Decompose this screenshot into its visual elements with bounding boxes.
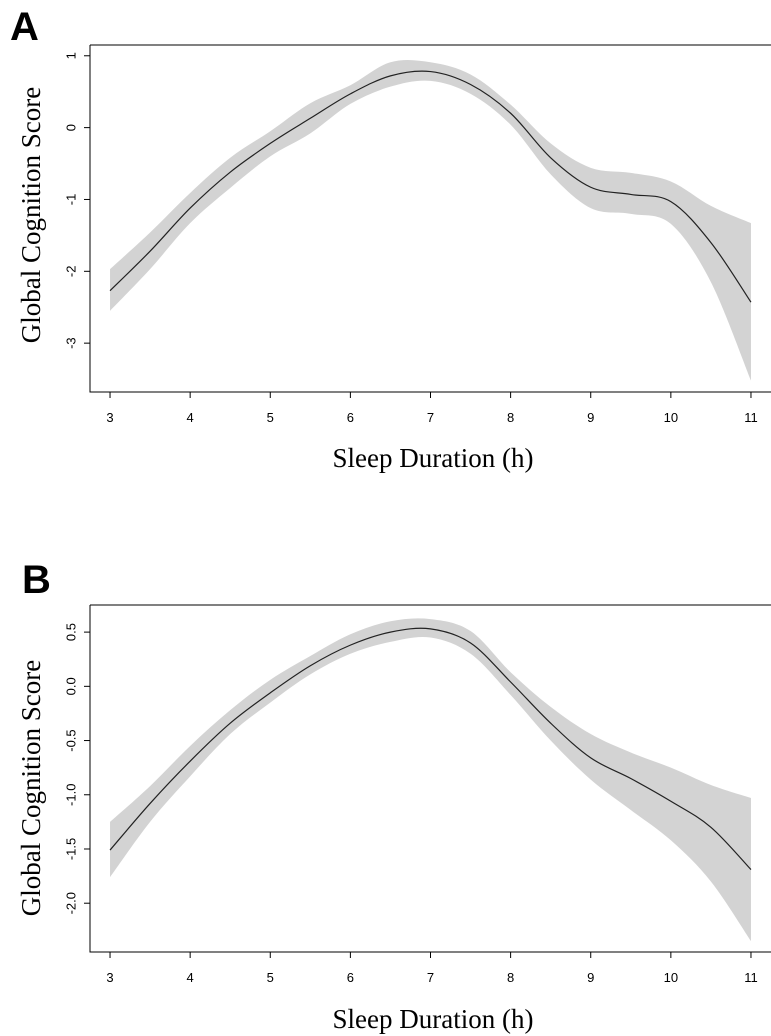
panel-b-y-tick-label: -2.0 [64, 892, 79, 914]
panel-b-x-tick-label: 7 [427, 970, 434, 985]
panel-a-x-tick-label: 11 [744, 410, 758, 425]
panel-a-y-axis: -3 -2 -1 0 1 [64, 52, 91, 349]
panel-a-x-tick-label: 6 [347, 410, 354, 425]
panel-b-x-tick-label: 4 [187, 970, 194, 985]
panel-b-confidence-band [110, 618, 751, 942]
panel-a-y-tick-label: -1 [64, 194, 79, 206]
panel-a-y-tick-label: 0 [64, 124, 79, 131]
panel-a-line-group [109, 70, 752, 303]
panel-b-x-tick-label: 8 [507, 970, 514, 985]
panel-b-x-tick-label: 6 [347, 970, 354, 985]
panel-b-y-axis-title: Global Cognition Score [16, 660, 46, 916]
panel-a-letter: A [10, 5, 39, 49]
panel-b-x-tick-label: 3 [106, 970, 113, 985]
panel-b-x-tick-label: 5 [267, 970, 274, 985]
panel-b-band-group [110, 618, 751, 942]
panel-a-y-ticks: -3 -2 -1 0 1 [64, 52, 90, 349]
panel-b-y-tick-label: 0.0 [64, 677, 79, 695]
panel-a-x-tick-label: 10 [664, 410, 678, 425]
panel-a-x-tick-label: 7 [427, 410, 434, 425]
panel-a-y-tick-label: -2 [64, 266, 79, 278]
panel-a-x-tick-label: 8 [507, 410, 514, 425]
panel-a-x-ticks: 3 4 5 6 7 8 9 10 11 [106, 392, 758, 425]
panel-a-confidence-band [110, 59, 751, 381]
panel-b-x-tick-label: 11 [744, 970, 758, 985]
panel-b-y-tick-label: 0.5 [64, 623, 79, 641]
panel-a-band-group [110, 59, 751, 381]
panel-a-y-tick-label: 1 [64, 52, 79, 59]
panel-b-line-group [109, 627, 752, 871]
panel-b-y-ticks: -2.0 -1.5 -1.0 -0.5 0.0 0.5 [64, 623, 90, 914]
panel-a-x-tick-label: 9 [587, 410, 594, 425]
panel-b-y-tick-label: -0.5 [64, 729, 79, 751]
panel-b-letter: B [22, 558, 51, 602]
panel-b-x-tick-label: 10 [664, 970, 678, 985]
panel-b-y-axis: -2.0 -1.5 -1.0 -0.5 0.0 0.5 [64, 623, 91, 914]
panel-b-x-axis-title: Sleep Duration (h) [333, 1004, 534, 1034]
panel-b: B -2.0 -1.5 -1.0 -0.5 0.0 0.5 3 4 5 6 7 8 9 10 11 Sle… [16, 558, 771, 1034]
panel-a-x-axis: 3 4 5 6 7 8 9 10 11 [106, 391, 758, 425]
panel-a: A -3 -2 -1 0 1 3 4 5 6 7 8 9 10 11 Sleep Duration (h… [10, 5, 771, 473]
panel-a-fitted-line [109, 70, 752, 303]
panel-b-y-tick-label: -1.0 [64, 784, 79, 806]
panel-b-x-axis: 3 4 5 6 7 8 9 10 11 [106, 951, 758, 985]
panel-a-y-axis-title: Global Cognition Score [16, 87, 46, 343]
panel-a-y-tick-label: -3 [64, 337, 79, 349]
panel-a-x-tick-label: 4 [187, 410, 194, 425]
panel-a-x-tick-label: 3 [106, 410, 113, 425]
panel-b-y-tick-label: -1.5 [64, 838, 79, 860]
panel-b-fitted-line [109, 627, 752, 871]
panel-b-x-ticks: 3 4 5 6 7 8 9 10 11 [106, 952, 758, 985]
panel-a-x-tick-label: 5 [267, 410, 274, 425]
panel-b-x-tick-label: 9 [587, 970, 594, 985]
panel-a-x-axis-title: Sleep Duration (h) [333, 443, 534, 473]
